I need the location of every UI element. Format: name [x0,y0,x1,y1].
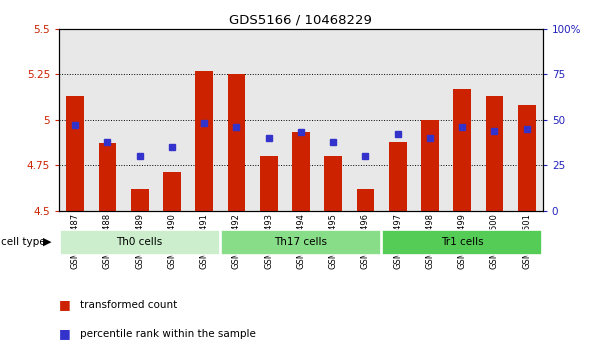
Bar [356,189,374,211]
Bar [59,29,91,211]
Bar [478,29,510,211]
Bar [221,230,381,254]
Text: transformed count: transformed count [80,300,177,310]
Bar [421,120,439,211]
Bar [163,172,181,211]
Text: Tr1 cells: Tr1 cells [441,237,483,247]
Text: ■: ■ [59,298,71,311]
Bar [285,29,317,211]
Text: Th0 cells: Th0 cells [116,237,163,247]
Bar [123,29,156,211]
Text: ▶: ▶ [43,237,51,247]
Bar [518,105,536,211]
Text: cell type: cell type [1,237,46,247]
Bar [156,29,188,211]
Bar [349,29,382,211]
Bar [414,29,446,211]
Bar [317,29,349,211]
Bar [382,230,542,254]
Bar [389,142,407,211]
Bar [253,29,285,211]
Text: ■: ■ [59,327,71,340]
Bar [292,132,310,211]
Bar [60,230,219,254]
Bar [453,89,471,211]
Bar [260,156,277,211]
Title: GDS5166 / 10468229: GDS5166 / 10468229 [230,13,372,26]
Text: percentile rank within the sample: percentile rank within the sample [80,329,255,339]
Bar [195,71,213,211]
Bar [220,29,253,211]
Bar [446,29,478,211]
Bar [510,29,543,211]
Text: Th17 cells: Th17 cells [274,237,327,247]
Bar [99,143,116,211]
Bar [324,156,342,211]
Bar [486,96,503,211]
Bar [382,29,414,211]
Bar [66,96,84,211]
Bar [188,29,220,211]
Bar [228,74,245,211]
Bar [91,29,123,211]
Bar [131,189,149,211]
